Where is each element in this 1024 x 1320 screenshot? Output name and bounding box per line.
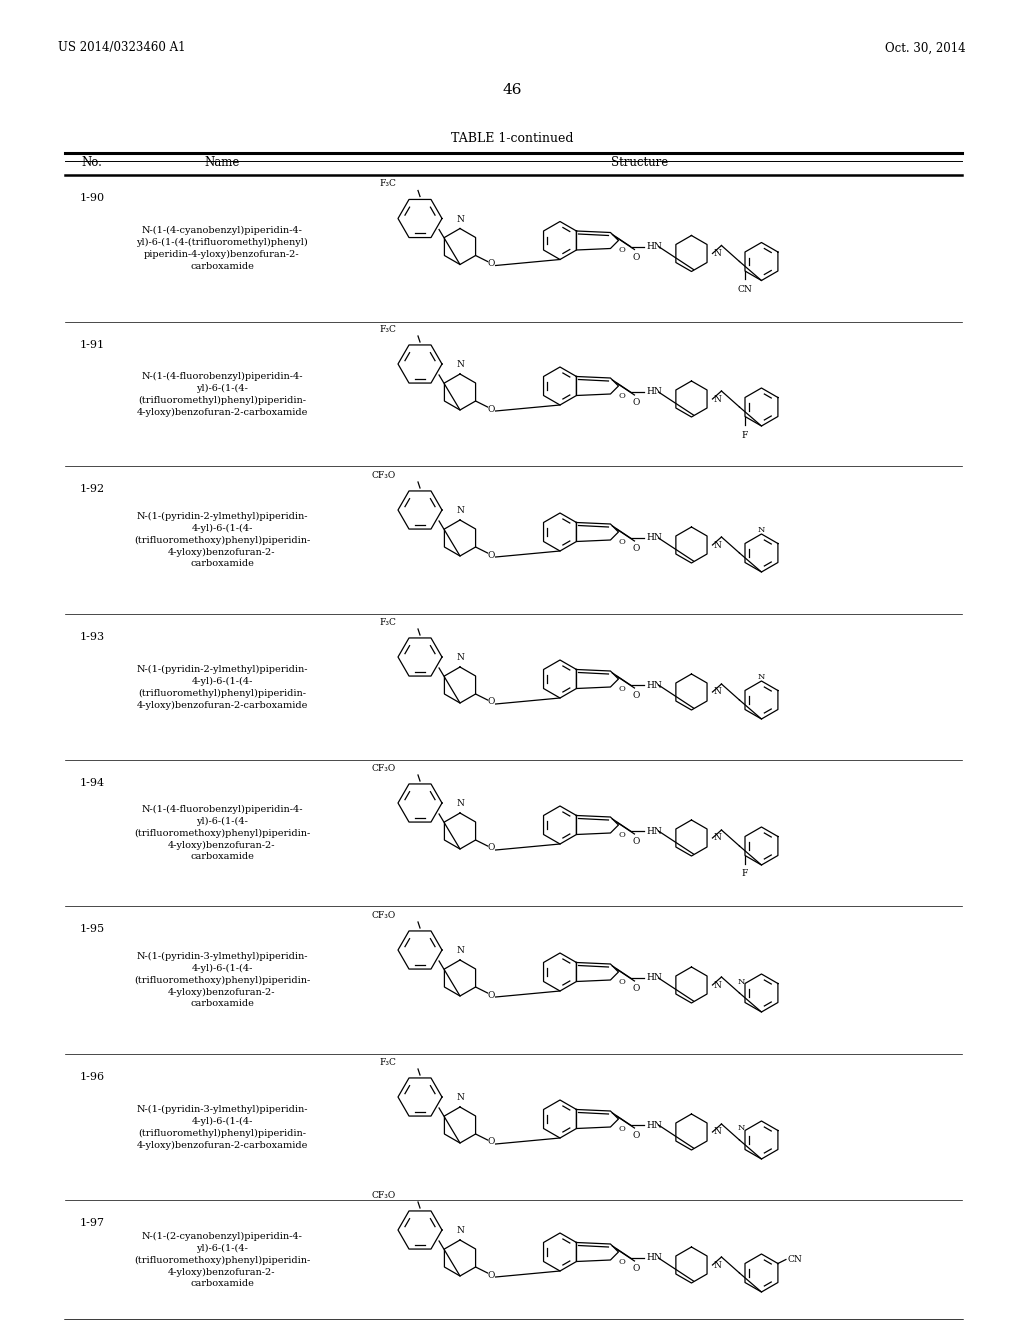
Text: O: O xyxy=(633,1265,640,1272)
Text: O: O xyxy=(618,392,625,400)
Text: CN: CN xyxy=(787,1255,803,1265)
Text: N: N xyxy=(714,1127,721,1137)
Text: 1-97: 1-97 xyxy=(80,1218,104,1228)
Text: CF₃O: CF₃O xyxy=(372,911,396,920)
Text: US 2014/0323460 A1: US 2014/0323460 A1 xyxy=(58,41,185,54)
Text: O: O xyxy=(618,1125,625,1133)
Text: O: O xyxy=(618,832,625,840)
Text: N: N xyxy=(456,1093,464,1102)
Text: O: O xyxy=(487,404,496,413)
Text: F₃C: F₃C xyxy=(379,325,396,334)
Text: HN: HN xyxy=(646,681,663,689)
Text: F₃C: F₃C xyxy=(379,180,396,189)
Text: N: N xyxy=(714,981,721,990)
Text: 1-96: 1-96 xyxy=(80,1072,104,1082)
Text: O: O xyxy=(633,1131,640,1140)
Text: N: N xyxy=(714,395,721,404)
Text: N: N xyxy=(714,833,721,842)
Text: N-(1-(4-fluorobenzyl)piperidin-4-
yl)-6-(1-(4-
(trifluoromethyl)phenyl)piperidin: N-(1-(4-fluorobenzyl)piperidin-4- yl)-6-… xyxy=(136,371,307,417)
Text: N: N xyxy=(714,688,721,697)
Text: N-(1-(pyridin-2-ylmethyl)piperidin-
4-yl)-6-(1-(4-
(trifluoromethyl)phenyl)piper: N-(1-(pyridin-2-ylmethyl)piperidin- 4-yl… xyxy=(136,664,308,710)
Text: HN: HN xyxy=(646,1121,663,1130)
Text: TABLE 1-continued: TABLE 1-continued xyxy=(451,132,573,144)
Text: N: N xyxy=(714,1261,721,1270)
Text: N: N xyxy=(456,946,464,954)
Text: F₃C: F₃C xyxy=(379,618,396,627)
Text: O: O xyxy=(487,1270,496,1279)
Text: N-(1-(4-fluorobenzyl)piperidin-4-
yl)-6-(1-(4-
(trifluoromethoxy)phenyl)piperidi: N-(1-(4-fluorobenzyl)piperidin-4- yl)-6-… xyxy=(134,805,310,862)
Text: O: O xyxy=(487,990,496,999)
Text: N: N xyxy=(456,1226,464,1236)
Text: HN: HN xyxy=(646,826,663,836)
Text: O: O xyxy=(487,259,496,268)
Text: 1-91: 1-91 xyxy=(80,341,104,350)
Text: N-(1-(4-cyanobenzyl)piperidin-4-
yl)-6-(1-(4-(trifluoromethyl)phenyl)
piperidin-: N-(1-(4-cyanobenzyl)piperidin-4- yl)-6-(… xyxy=(136,226,308,271)
Text: Structure: Structure xyxy=(611,156,669,169)
Text: N: N xyxy=(456,799,464,808)
Text: 1-95: 1-95 xyxy=(80,924,104,935)
Text: O: O xyxy=(633,399,640,407)
Text: CN: CN xyxy=(737,285,753,294)
Text: N: N xyxy=(758,673,765,681)
Text: CF₃O: CF₃O xyxy=(372,471,396,480)
Text: N-(1-(pyridin-3-ylmethyl)piperidin-
4-yl)-6-(1-(4-
(trifluoromethyl)phenyl)piper: N-(1-(pyridin-3-ylmethyl)piperidin- 4-yl… xyxy=(136,1105,308,1150)
Text: O: O xyxy=(618,1258,625,1266)
Text: N: N xyxy=(714,249,721,257)
Text: 1-93: 1-93 xyxy=(80,632,104,642)
Text: 46: 46 xyxy=(502,83,522,96)
Text: O: O xyxy=(633,690,640,700)
Text: N: N xyxy=(456,360,464,370)
Text: O: O xyxy=(618,685,625,693)
Text: N-(1-(pyridin-2-ylmethyl)piperidin-
4-yl)-6-(1-(4-
(trifluoromethoxy)phenyl)pipe: N-(1-(pyridin-2-ylmethyl)piperidin- 4-yl… xyxy=(134,512,310,569)
Text: 1-90: 1-90 xyxy=(80,193,104,203)
Text: N: N xyxy=(738,1125,745,1133)
Text: F: F xyxy=(741,430,749,440)
Text: N: N xyxy=(714,540,721,549)
Text: HN: HN xyxy=(646,533,663,543)
Text: O: O xyxy=(618,978,625,986)
Text: O: O xyxy=(633,983,640,993)
Text: O: O xyxy=(618,539,625,546)
Text: N: N xyxy=(456,653,464,663)
Text: F₃C: F₃C xyxy=(379,1059,396,1067)
Text: O: O xyxy=(487,697,496,706)
Text: O: O xyxy=(633,252,640,261)
Text: O: O xyxy=(487,843,496,853)
Text: N-(1-(2-cyanobenzyl)piperidin-4-
yl)-6-(1-(4-
(trifluoromethoxy)phenyl)piperidin: N-(1-(2-cyanobenzyl)piperidin-4- yl)-6-(… xyxy=(134,1232,310,1288)
Text: N: N xyxy=(456,214,464,223)
Text: HN: HN xyxy=(646,242,663,251)
Text: No.: No. xyxy=(82,156,102,169)
Text: N: N xyxy=(738,978,745,986)
Text: O: O xyxy=(487,550,496,560)
Text: O: O xyxy=(618,247,625,255)
Text: O: O xyxy=(633,544,640,553)
Text: Oct. 30, 2014: Oct. 30, 2014 xyxy=(886,41,966,54)
Text: F: F xyxy=(741,870,749,879)
Text: Name: Name xyxy=(205,156,240,169)
Text: N-(1-(pyridin-3-ylmethyl)piperidin-
4-yl)-6-(1-(4-
(trifluoromethoxy)phenyl)pipe: N-(1-(pyridin-3-ylmethyl)piperidin- 4-yl… xyxy=(134,952,310,1008)
Text: 1-92: 1-92 xyxy=(80,484,104,494)
Text: 1-94: 1-94 xyxy=(80,777,104,788)
Text: CF₃O: CF₃O xyxy=(372,1191,396,1200)
Text: N: N xyxy=(456,506,464,515)
Text: N: N xyxy=(758,525,765,535)
Text: O: O xyxy=(633,837,640,846)
Text: O: O xyxy=(487,1138,496,1147)
Text: HN: HN xyxy=(646,388,663,396)
Text: HN: HN xyxy=(646,974,663,982)
Text: CF₃O: CF₃O xyxy=(372,764,396,774)
Text: HN: HN xyxy=(646,1254,663,1262)
